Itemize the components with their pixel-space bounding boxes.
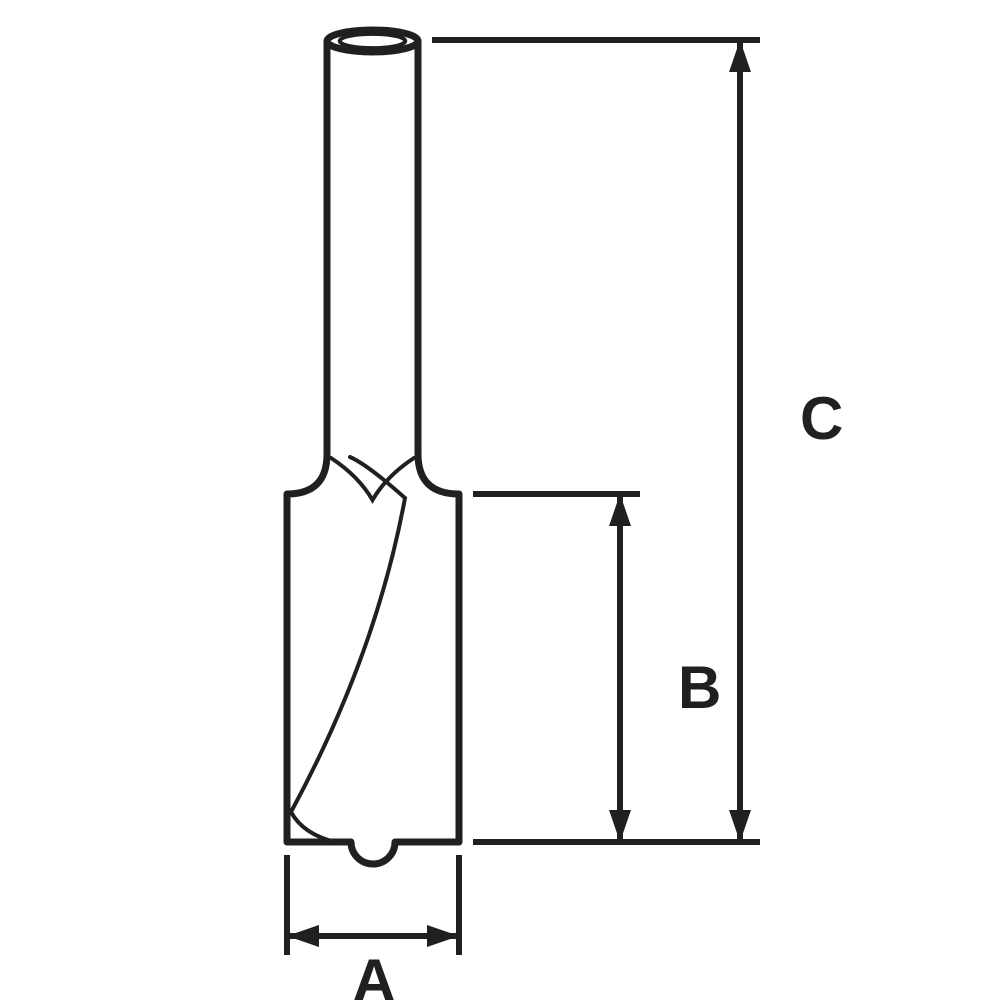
arrowhead (427, 925, 459, 947)
dim-b-label: B (678, 654, 721, 721)
flute-line (291, 457, 405, 842)
dim-c-label: C (800, 385, 843, 452)
shank-top-inner-ellipse (340, 34, 406, 48)
dim-a-label: A (352, 947, 395, 1000)
tool-outline (287, 30, 459, 864)
arrowhead (729, 40, 751, 72)
arrowhead (609, 810, 631, 842)
arrowhead (287, 925, 319, 947)
arrowhead (729, 810, 751, 842)
arrowhead (609, 494, 631, 526)
